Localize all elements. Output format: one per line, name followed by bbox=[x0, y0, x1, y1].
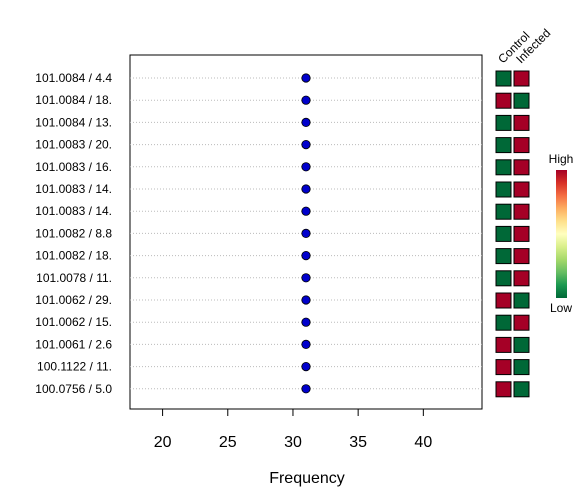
data-point bbox=[301, 339, 311, 349]
heatmap-cell bbox=[513, 270, 530, 287]
y-tick-label: 101.0082 / 18. bbox=[35, 249, 112, 263]
y-tick-label: 101.0062 / 29. bbox=[35, 293, 112, 307]
heatmap-cell bbox=[495, 92, 512, 109]
data-point bbox=[301, 95, 311, 105]
x-tick-label: 40 bbox=[414, 434, 432, 451]
data-point bbox=[301, 184, 311, 194]
heatmap-cell bbox=[513, 137, 530, 154]
heatmap-cell bbox=[513, 381, 530, 398]
y-tick-label: 101.0083 / 14. bbox=[35, 182, 112, 196]
data-point bbox=[301, 273, 311, 283]
x-tick-label: 20 bbox=[154, 434, 172, 451]
y-tick-label: 101.0083 / 14. bbox=[35, 204, 112, 218]
data-point bbox=[301, 206, 311, 216]
heatmap-cell bbox=[495, 292, 512, 309]
heatmap-cell bbox=[513, 92, 530, 109]
heatmap-cell bbox=[513, 225, 530, 242]
color-legend-bar bbox=[556, 170, 567, 298]
heatmap-cell bbox=[513, 336, 530, 353]
heatmap-cell bbox=[513, 314, 530, 331]
x-tick-label: 25 bbox=[219, 434, 237, 451]
data-point bbox=[301, 228, 311, 238]
legend-high-label: High bbox=[549, 152, 574, 166]
y-tick-label: 101.0062 / 15. bbox=[35, 315, 112, 329]
y-tick-label: 101.0082 / 8.8 bbox=[35, 226, 112, 240]
heatmap-cell bbox=[495, 181, 512, 198]
y-tick-label: 101.0078 / 11. bbox=[36, 271, 112, 285]
y-tick-label: 101.0083 / 16. bbox=[35, 160, 112, 174]
heatmap-cell bbox=[495, 314, 512, 331]
heatmap-cell bbox=[513, 181, 530, 198]
heatmap-cell bbox=[513, 159, 530, 176]
y-tick-label: 101.0061 / 2.6 bbox=[35, 337, 112, 351]
heatmap-cell bbox=[513, 292, 530, 309]
y-tick-label: 100.1122 / 11. bbox=[37, 360, 112, 374]
x-axis-label: Frequency bbox=[269, 470, 345, 487]
heatmap-cell bbox=[495, 159, 512, 176]
heatmap-cell bbox=[495, 70, 512, 87]
data-point bbox=[301, 317, 311, 327]
data-point bbox=[301, 295, 311, 305]
x-tick-label: 35 bbox=[349, 434, 367, 451]
heatmap-cell bbox=[495, 381, 512, 398]
y-tick-label: 101.0084 / 18. bbox=[35, 93, 112, 107]
x-tick-label: 30 bbox=[284, 434, 302, 451]
heatmap-cell bbox=[495, 225, 512, 242]
data-point bbox=[301, 162, 311, 172]
data-point bbox=[301, 140, 311, 150]
heatmap-cell bbox=[495, 114, 512, 131]
heatmap-cell bbox=[495, 203, 512, 220]
data-point bbox=[301, 384, 311, 394]
y-tick-label: 101.0084 / 4.4 bbox=[35, 71, 112, 85]
heatmap-cell bbox=[495, 359, 512, 376]
heatmap-cell bbox=[513, 70, 530, 87]
heatmap-cell bbox=[513, 359, 530, 376]
heatmap-cell bbox=[495, 270, 512, 287]
plot-frame bbox=[129, 54, 483, 410]
data-point bbox=[301, 251, 311, 261]
data-point bbox=[301, 73, 311, 83]
heatmap-cell bbox=[513, 203, 530, 220]
y-tick-label: 100.0756 / 5.0 bbox=[35, 382, 112, 396]
heatmap-cell bbox=[495, 137, 512, 154]
legend-low-label: Low bbox=[550, 301, 572, 315]
heatmap-cell bbox=[513, 114, 530, 131]
heatmap-cell bbox=[495, 248, 512, 265]
y-tick-label: 101.0084 / 13. bbox=[35, 115, 112, 129]
y-tick-label: 101.0083 / 20. bbox=[35, 138, 112, 152]
heatmap-cell bbox=[495, 336, 512, 353]
heatmap-cell bbox=[513, 248, 530, 265]
data-point bbox=[301, 117, 311, 128]
data-point bbox=[301, 361, 311, 372]
